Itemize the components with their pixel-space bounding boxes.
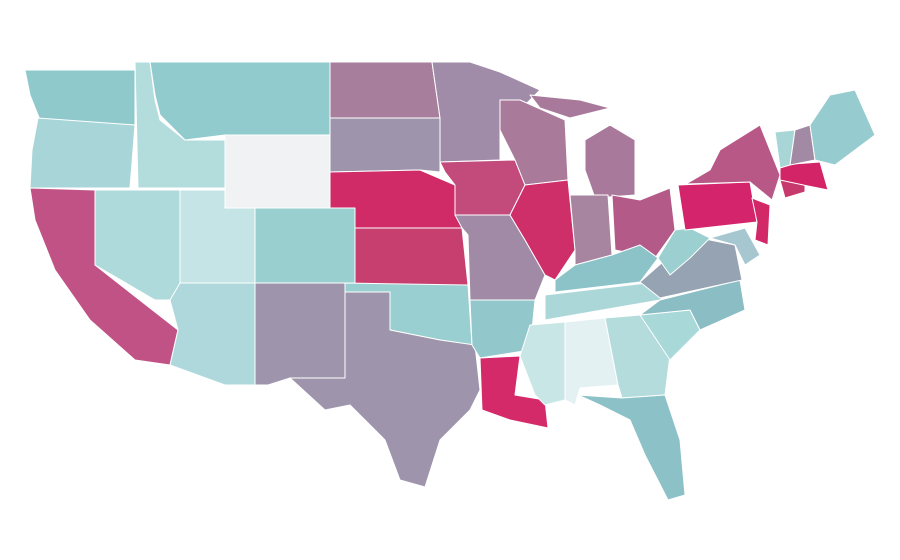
state	[29, 117, 136, 189]
state	[289, 291, 481, 488]
state	[224, 134, 331, 209]
state	[329, 117, 441, 173]
state	[569, 194, 613, 266]
state	[554, 244, 659, 293]
state	[584, 124, 636, 199]
state	[509, 179, 576, 281]
state	[169, 282, 256, 386]
state	[751, 197, 771, 246]
state	[479, 355, 549, 429]
state	[685, 124, 781, 201]
state	[577, 394, 686, 501]
state	[677, 181, 758, 231]
state	[529, 94, 611, 119]
state	[254, 207, 356, 284]
state	[469, 299, 536, 359]
state	[779, 161, 829, 191]
state	[519, 321, 566, 406]
state	[149, 61, 331, 141]
state	[329, 61, 441, 119]
state	[254, 282, 346, 386]
state	[709, 227, 761, 266]
state	[354, 227, 469, 286]
state	[809, 89, 876, 166]
state	[24, 69, 136, 126]
